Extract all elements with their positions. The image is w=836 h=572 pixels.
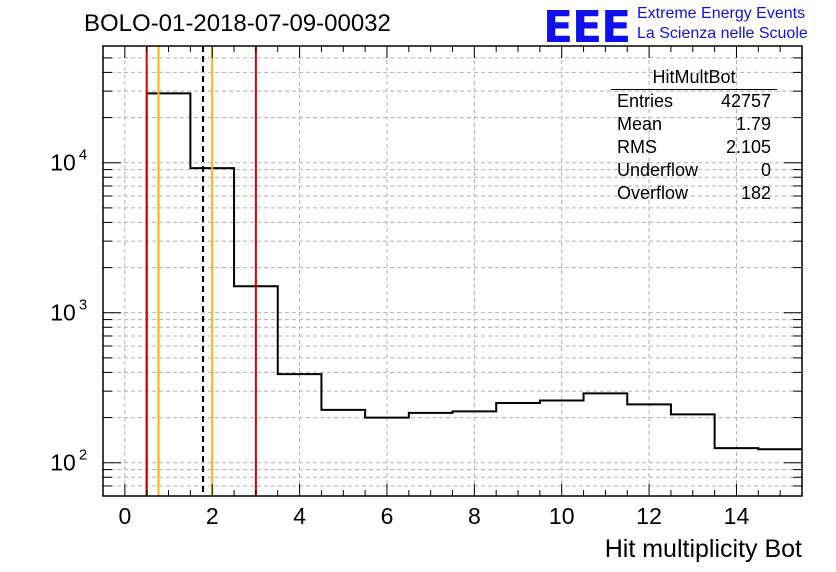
stats-row-entries: Entries 42757: [611, 90, 777, 113]
stats-row-mean: Mean 1.79: [611, 113, 777, 136]
chart-title: BOLO-01-2018-07-09-00032: [84, 10, 391, 37]
x-axis-label: Hit multiplicity Bot: [604, 535, 802, 563]
x-tick-label: 0: [118, 503, 131, 529]
y-tick-label: 10: [50, 300, 76, 326]
eee-logo: EEE: [543, 2, 631, 53]
stats-label: Underflow: [617, 160, 699, 180]
histogram-bin: [584, 393, 628, 496]
histogram-bin: [147, 93, 191, 496]
y-tick-exponent: 4: [79, 147, 87, 164]
x-tick-label: 4: [293, 503, 306, 529]
logo-caption-line2: La Scienza nelle Scuole: [637, 25, 808, 42]
y-tick-label: 10: [50, 450, 76, 476]
x-tick-label: 10: [549, 503, 575, 529]
histogram-outline: [145, 92, 802, 496]
histogram-bin: [496, 403, 540, 496]
histogram-bin: [671, 414, 715, 496]
y-tick-exponent: 2: [79, 447, 87, 464]
stats-value: 1.79: [735, 114, 771, 134]
x-tick-label: 8: [468, 503, 481, 529]
histogram-bin: [321, 410, 365, 496]
stats-row-rms: RMS 2.105: [611, 136, 777, 159]
x-tick-label: 2: [206, 503, 219, 529]
stats-value: 182: [740, 183, 771, 203]
stats-row-overflow: Overflow 182: [611, 182, 777, 205]
stats-row-underflow: Underflow 0: [611, 159, 777, 182]
histogram-bin: [409, 413, 453, 496]
x-tick-label: 12: [636, 503, 662, 529]
stats-value: 2.105: [725, 137, 771, 157]
stats-box: HitMultBot Entries 42757 Mean 1.79 RMS 2…: [611, 66, 777, 205]
histogram-bin: [758, 449, 802, 496]
x-tick-label: 6: [381, 503, 394, 529]
x-tick-label: 14: [724, 503, 750, 529]
stats-box-title: HitMultBot: [611, 66, 777, 90]
stats-value: 42757: [720, 91, 771, 111]
logo-caption-line1: Extreme Energy Events: [637, 5, 806, 22]
y-tick-label: 10: [50, 150, 76, 176]
stats-label: Overflow: [617, 183, 689, 203]
logo-caption: Extreme Energy Events La Scienza nelle S…: [637, 4, 808, 44]
stats-label: RMS: [617, 137, 657, 157]
stats-label: Mean: [617, 114, 663, 134]
y-tick-exponent: 3: [79, 297, 87, 314]
stats-value: 0: [760, 160, 771, 180]
stats-label: Entries: [617, 91, 674, 111]
